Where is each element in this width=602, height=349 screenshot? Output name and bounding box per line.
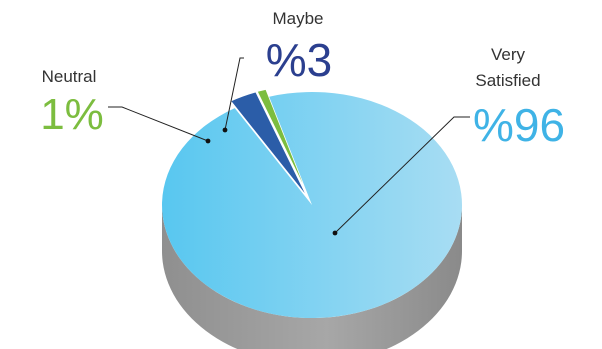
leader-neutral-dot — [205, 138, 211, 144]
value-maybe: %3 — [266, 34, 332, 86]
pie-slice-very-satisfied — [162, 91, 463, 318]
leader-very-satisfied-dot — [332, 230, 338, 236]
leader-maybe-dot — [222, 127, 228, 133]
pie-leader-lines — [108, 57, 470, 236]
pie-side-face — [162, 205, 462, 349]
value-neutral: 1% — [40, 90, 104, 139]
pie-slice-maybe — [229, 91, 309, 199]
leader-maybe — [224, 57, 244, 131]
pie-slice-neutral — [256, 88, 310, 198]
label-maybe: Maybe — [272, 9, 323, 28]
label-neutral: Neutral — [42, 67, 97, 86]
label-very-satisfied-line2: Satisfied — [475, 71, 540, 90]
leader-very-satisfied — [334, 116, 470, 234]
pie-slices — [162, 88, 463, 318]
value-very-satisfied: %96 — [473, 99, 565, 151]
leader-neutral — [108, 106, 209, 142]
label-very-satisfied-line1: Very — [491, 45, 526, 64]
pie-side-wall — [162, 205, 462, 349]
